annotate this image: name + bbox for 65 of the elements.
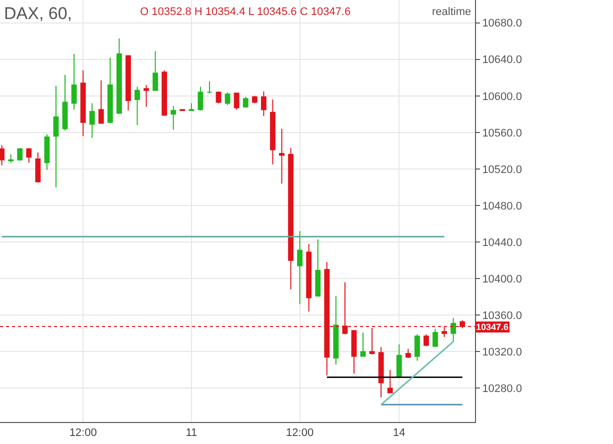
y-tick-label: 10680.0 [482, 18, 522, 30]
candlestick [378, 346, 384, 398]
candlestick [414, 334, 420, 362]
candlestick [89, 102, 95, 138]
candlestick [198, 86, 204, 112]
candlestick [297, 230, 303, 305]
candlestick [387, 369, 393, 394]
y-tick-label: 10320.0 [482, 346, 522, 359]
candlestick [270, 99, 276, 165]
candlestick [44, 134, 50, 170]
candlestick [98, 80, 104, 124]
candlestick [0, 144, 5, 166]
y-tick-label: 10600.0 [482, 90, 522, 103]
candlestick [206, 80, 212, 94]
x-tick-label: 14 [393, 427, 406, 440]
y-tick-label: 10360.0 [482, 310, 522, 322]
candlestick [126, 55, 131, 112]
candlestick [170, 105, 176, 130]
ref-line-label: 10347.6 [476, 322, 509, 332]
x-tick-label: 12:00 [69, 427, 97, 440]
candlestick [315, 238, 321, 296]
y-tick-label: 10280.0 [482, 383, 522, 396]
candlestick [405, 348, 411, 359]
candlestick [80, 70, 86, 137]
x-tick-label: 12:00 [286, 427, 314, 440]
candlestick [162, 70, 168, 116]
y-tick-label: 10480.0 [482, 200, 522, 212]
candlestick [234, 92, 240, 110]
candlestick [17, 147, 23, 162]
candlestick [351, 330, 357, 374]
candlestick [360, 332, 366, 357]
candlestick [333, 295, 339, 365]
candlestick [450, 317, 456, 342]
candlestick [144, 84, 150, 108]
candlestick [134, 86, 140, 126]
chart-title: DAX, 60, [4, 4, 72, 23]
candlestick [279, 128, 284, 184]
candlestick [188, 102, 194, 112]
candlestick [224, 92, 230, 106]
candlestick [396, 344, 402, 378]
candlestick [107, 57, 113, 123]
candlestick [35, 152, 41, 184]
x-tick-label: 11 [186, 427, 198, 440]
candlestick [152, 50, 158, 91]
y-tick-label: 10400.0 [482, 273, 522, 286]
candlestick [62, 74, 68, 132]
y-tick-label: 10520.0 [482, 164, 522, 176]
candlestick [53, 85, 59, 188]
candlestick [252, 95, 258, 104]
candlestick [288, 147, 294, 290]
candlestick [8, 154, 14, 164]
candlestick [424, 334, 429, 347]
y-tick-label: 10560.0 [482, 127, 522, 140]
text: O 10352.8 H 10354.4 L 10345.6 C 10347.6 [140, 6, 351, 18]
candlestick [116, 38, 122, 114]
candlestick [242, 96, 248, 108]
candlestick [26, 147, 32, 164]
annotation: realtime [432, 6, 472, 18]
y-tick-label: 10440.0 [482, 236, 522, 249]
candlestick [216, 90, 222, 104]
candlestick [260, 90, 266, 116]
candlestick [306, 243, 312, 312]
candlestick [71, 53, 77, 110]
candlestick [432, 328, 438, 348]
y-tick-label: 10640.0 [482, 54, 522, 66]
